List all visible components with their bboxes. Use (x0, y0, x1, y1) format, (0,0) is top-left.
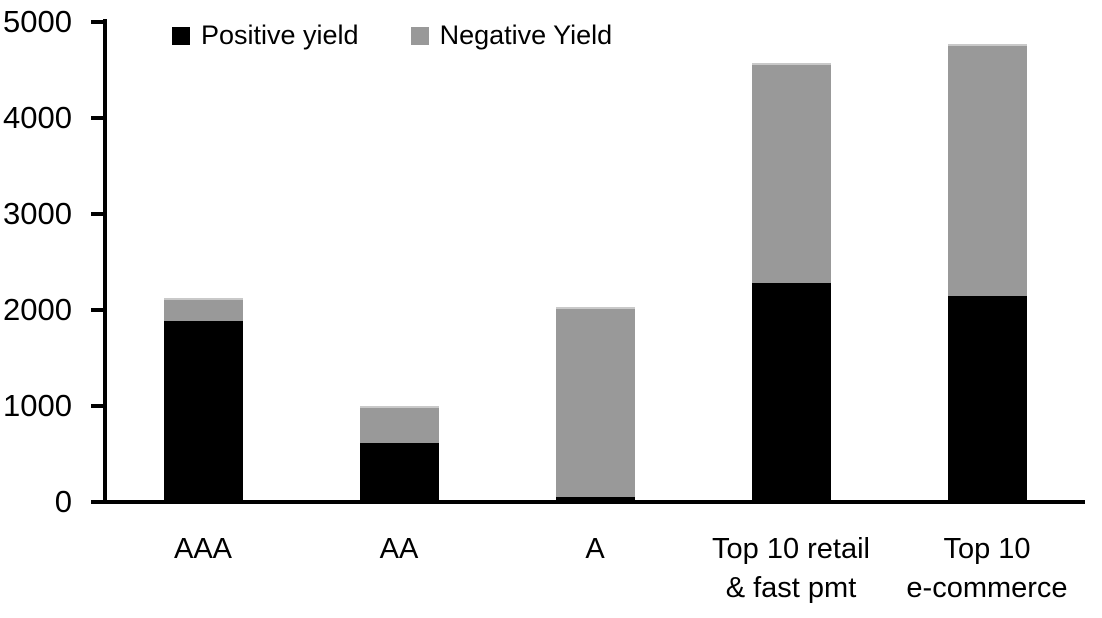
x-axis-label-aa: AA (379, 533, 419, 565)
bar-segment-top-10-retail-fast-pmt-negative-yield (751, 63, 831, 284)
x-axis-label-aaa: AAA (173, 533, 233, 565)
legend-label-positive-yield: Positive yield (201, 20, 359, 50)
y-axis-tick-label-2000: 2000 (3, 292, 72, 327)
x-axis-line (103, 500, 1085, 504)
bar-segment-aaa-negative-yield (163, 297, 243, 321)
bar-segment-top-10-e-commerce-positive-yield (947, 295, 1027, 502)
y-axis-tick-5000 (91, 20, 104, 24)
legend-swatch-positive-yield (172, 26, 190, 45)
y-axis-tick-3000 (91, 212, 104, 216)
y-axis-tick-0 (91, 500, 104, 504)
legend-swatch-negative-yield (410, 26, 429, 45)
bar-segment-a-positive-yield (555, 497, 635, 502)
x-axis-label-top-10-e-commerce: Top 10 e-commerce (906, 533, 1068, 604)
legend-item-negative-yield: Negative Yield (410, 20, 613, 51)
bar-segment-aaa-positive-yield (163, 320, 243, 502)
y-axis-tick-label-1000: 1000 (3, 388, 72, 423)
bar-segment-a-negative-yield (555, 307, 635, 498)
legend-label-negative-yield: Negative Yield (439, 20, 613, 50)
y-axis-tick-1000 (91, 404, 104, 408)
y-axis-tick-4000 (91, 116, 104, 120)
bar-segment-aa-negative-yield (359, 406, 439, 444)
legend-item-positive-yield: Positive yield (172, 20, 359, 51)
y-axis-tick-label-0: 0 (54, 484, 72, 519)
y-axis-tick-label-4000: 4000 (3, 100, 72, 135)
y-axis-line (103, 19, 107, 504)
bar-segment-aa-positive-yield (359, 443, 439, 502)
y-axis-tick-2000 (91, 308, 104, 312)
x-axis-label-a: A (585, 533, 605, 565)
y-axis-tick-label-5000: 5000 (3, 4, 72, 39)
bar-segment-top-10-retail-fast-pmt-positive-yield (751, 283, 831, 502)
y-axis-tick-label-3000: 3000 (3, 196, 72, 231)
chart-legend: Positive yield Negative Yield (172, 20, 612, 51)
bar-segment-top-10-e-commerce-negative-yield (947, 44, 1027, 296)
x-axis-label-top-10-retail-fast-pmt: Top 10 retail & fast pmt (712, 533, 870, 604)
